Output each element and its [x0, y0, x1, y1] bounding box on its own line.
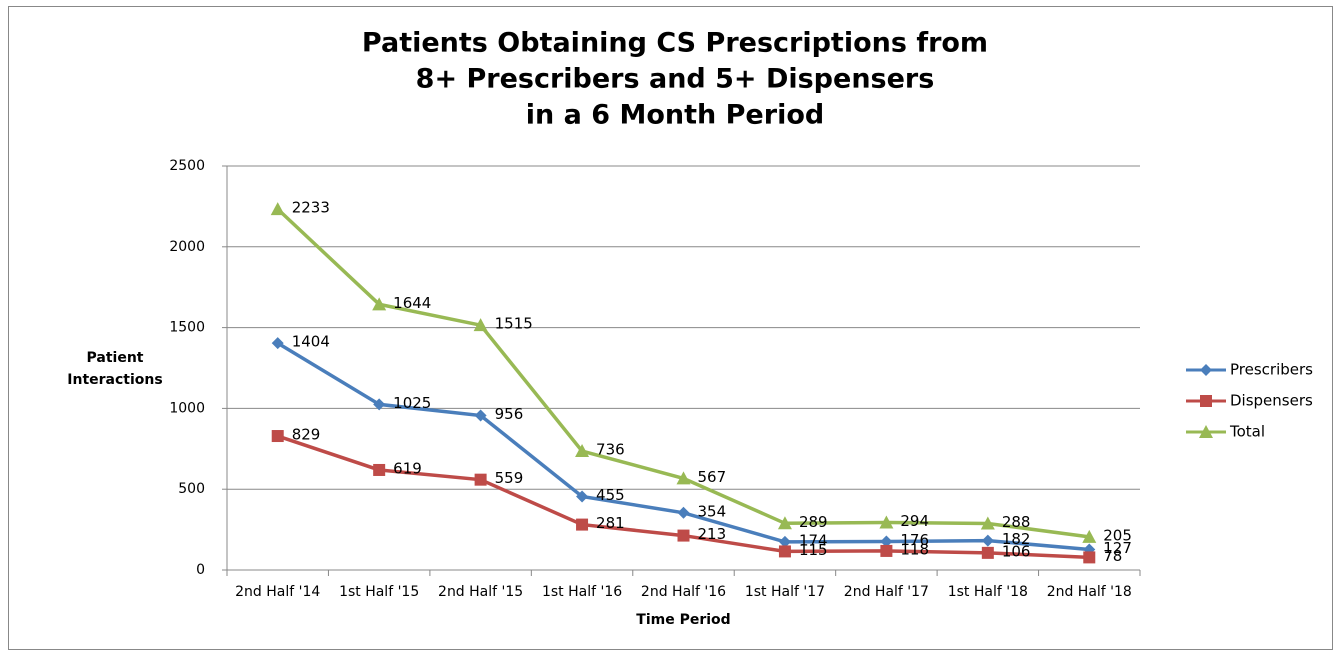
data-point: [372, 297, 387, 311]
data-point: [474, 409, 487, 422]
data-point: [271, 430, 284, 443]
data-label: 127: [1103, 539, 1132, 557]
data-label: 1515: [495, 315, 533, 333]
data-label: 289: [799, 513, 828, 531]
data-point: [576, 490, 589, 503]
chart-border: [8, 6, 1333, 650]
data-label: 354: [698, 502, 727, 520]
data-label: 174: [799, 531, 828, 549]
data-label: 78: [1103, 547, 1122, 565]
y-tick-label: 2500: [169, 158, 205, 174]
data-label: 288: [1002, 513, 1031, 531]
data-label: 559: [495, 469, 524, 487]
data-label: 1404: [292, 333, 330, 351]
x-tick-label: 2nd Half '16: [641, 584, 726, 600]
data-point: [473, 318, 488, 332]
legend-marker: [1199, 425, 1213, 438]
data-label: 2233: [292, 199, 330, 217]
x-tick-label: 2nd Half '18: [1047, 584, 1132, 600]
data-point: [373, 463, 386, 476]
y-axis-title: Patient: [87, 350, 144, 366]
x-axis-title: Time Period: [636, 612, 730, 628]
data-point: [981, 534, 994, 547]
series-line: [276, 207, 1090, 539]
y-tick-label: 1500: [169, 320, 205, 336]
data-label: 115: [799, 541, 828, 559]
data-label: 956: [495, 405, 524, 423]
y-axis-title: Interactions: [67, 372, 162, 388]
data-point: [270, 202, 285, 216]
data-point: [777, 516, 792, 530]
data-label: 736: [596, 441, 625, 459]
data-point: [271, 337, 284, 350]
data-label: 213: [698, 525, 727, 543]
data-label: 182: [1002, 530, 1031, 548]
legend-label: Prescribers: [1230, 361, 1313, 379]
x-tick-label: 2nd Half '14: [235, 584, 320, 600]
data-label: 829: [292, 426, 321, 444]
data-point: [576, 518, 589, 531]
data-point: [1083, 551, 1096, 564]
x-tick-label: 1st Half '18: [948, 584, 1028, 600]
data-point: [677, 529, 690, 542]
y-tick-label: 0: [196, 562, 205, 578]
legend-label: Total: [1229, 423, 1265, 441]
chart-title: Patients Obtaining CS Prescriptions from: [362, 28, 988, 59]
data-point: [373, 398, 386, 411]
data-point: [676, 471, 691, 485]
y-tick-label: 1000: [169, 400, 205, 416]
x-tick-label: 1st Half '16: [542, 584, 622, 600]
data-label: 619: [393, 459, 422, 477]
x-tick-label: 1st Half '15: [339, 584, 419, 600]
x-tick-label: 2nd Half '15: [438, 584, 523, 600]
legend-marker: [1200, 395, 1212, 407]
data-label: 106: [1002, 542, 1031, 560]
data-point: [778, 535, 791, 548]
data-point: [677, 506, 690, 519]
data-label: 455: [596, 486, 625, 504]
data-point: [474, 473, 487, 486]
y-tick-label: 500: [178, 481, 205, 497]
legend-label: Dispensers: [1230, 392, 1313, 410]
data-label: 1644: [393, 294, 431, 312]
data-point: [981, 546, 994, 559]
data-point: [980, 516, 995, 530]
data-label: 294: [900, 512, 929, 530]
data-label: 205: [1103, 526, 1132, 544]
data-label: 567: [698, 468, 727, 486]
data-label: 176: [900, 531, 929, 549]
data-point: [575, 444, 590, 458]
x-tick-label: 2nd Half '17: [844, 584, 929, 600]
data-point: [778, 545, 791, 558]
chart-title: 8+ Prescribers and 5+ Dispensers: [416, 64, 935, 95]
data-label: 281: [596, 514, 625, 532]
chart-title: in a 6 Month Period: [526, 100, 824, 131]
data-point: [1082, 529, 1097, 543]
x-tick-label: 1st Half '17: [745, 584, 825, 600]
data-label: 118: [900, 540, 929, 558]
data-point: [880, 544, 893, 557]
legend-marker: [1200, 364, 1212, 376]
y-tick-label: 2000: [169, 239, 205, 255]
data-label: 1025: [393, 394, 431, 412]
data-point: [880, 535, 893, 548]
data-point: [879, 515, 894, 529]
